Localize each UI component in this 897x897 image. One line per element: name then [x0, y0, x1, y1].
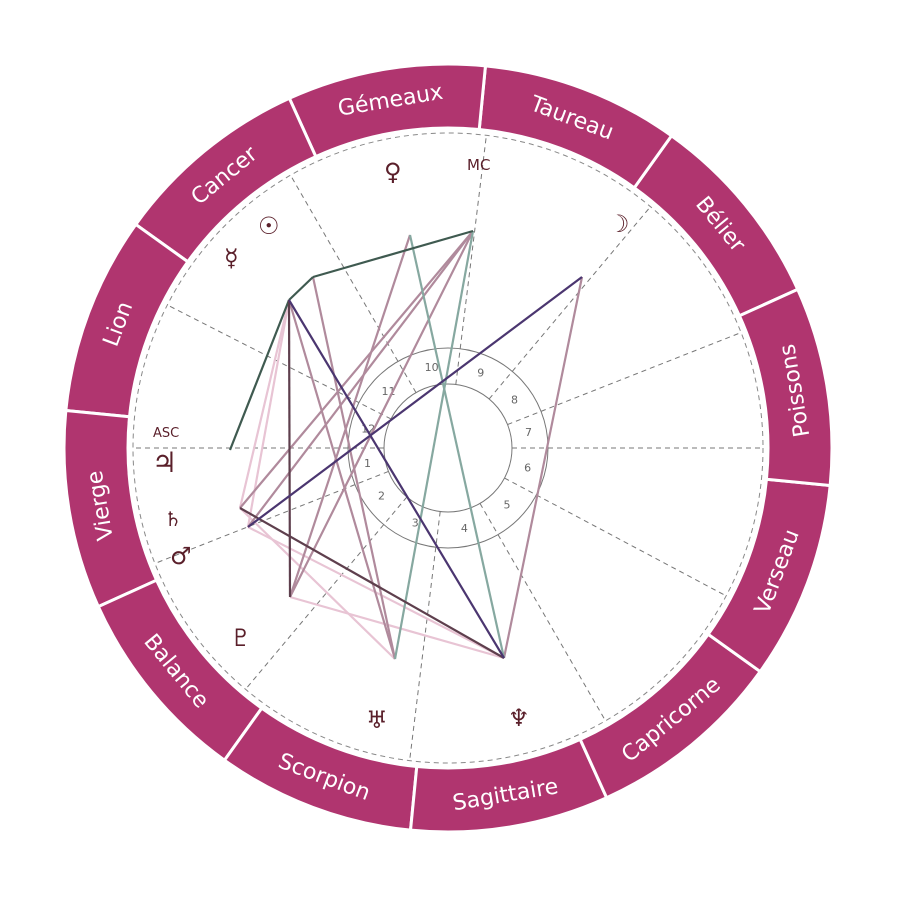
- aspect-line: [408, 234, 506, 659]
- aspect-line: [289, 595, 505, 660]
- aspect-line: [228, 299, 291, 451]
- sign-segment: [737, 287, 834, 488]
- mars-icon: ♂: [170, 542, 192, 570]
- aspect-line: [288, 276, 314, 301]
- jupiter-icon: ♃: [152, 446, 177, 479]
- house-number: 1: [364, 457, 371, 470]
- house-number: 9: [477, 366, 484, 379]
- house-cusp-line: [455, 134, 488, 385]
- house-cusp-line: [507, 331, 743, 426]
- house-cusp-line: [408, 511, 441, 762]
- aspect-line: [247, 230, 474, 528]
- aspect-line: [287, 299, 292, 598]
- aspect-line: [246, 299, 291, 528]
- moon-icon: ☽: [608, 210, 630, 238]
- uranus-icon: ♅: [366, 706, 388, 734]
- aspect-line: [311, 276, 397, 660]
- house-number: 3: [412, 517, 419, 530]
- aspect-line: [288, 234, 412, 598]
- aspect-line: [312, 229, 474, 279]
- asc-label: ASC: [153, 426, 179, 441]
- house-cusp-line: [289, 174, 417, 393]
- venus-icon: ♀: [384, 158, 402, 186]
- house-cusp-line: [153, 470, 389, 565]
- house-number: 5: [503, 498, 510, 511]
- aspect-line: [239, 507, 505, 659]
- house-cusps: [132, 134, 764, 762]
- aspect-line: [288, 299, 505, 659]
- aspect-line: [239, 507, 396, 660]
- zodiac-inner-dashed-circle: [132, 132, 764, 764]
- house-cusp-line: [504, 477, 728, 597]
- house-cusp-line: [479, 503, 607, 722]
- aspect-line: [287, 299, 397, 660]
- zodiac-ring: BélierTaureauGémeauxCancerLionViergeBala…: [62, 62, 834, 834]
- house-cusp-line: [488, 205, 652, 400]
- mercury-icon: ☿: [224, 244, 239, 272]
- house-number: 4: [461, 522, 468, 535]
- aspect-line: [502, 276, 584, 659]
- aspect-lines: [228, 229, 584, 660]
- saturn-icon: ♄: [164, 507, 182, 531]
- house-inner-circle: [383, 383, 513, 513]
- house-cusp-line: [244, 496, 408, 691]
- house-number: 10: [425, 361, 439, 374]
- house-number: 2: [378, 489, 385, 502]
- mc-label: MC: [467, 156, 490, 174]
- aspect-line: [393, 230, 475, 660]
- house-number: 8: [511, 394, 518, 407]
- aspect-line: [239, 230, 474, 509]
- pluto-icon: ♇: [230, 624, 252, 652]
- aspect-line: [289, 230, 474, 598]
- sun-icon: ☉: [258, 212, 280, 240]
- house-number: 6: [524, 461, 531, 474]
- aspect-line: [247, 276, 583, 528]
- neptune-icon: ♆: [508, 704, 530, 732]
- house-number: 7: [525, 426, 532, 439]
- aspect-line: [238, 299, 291, 509]
